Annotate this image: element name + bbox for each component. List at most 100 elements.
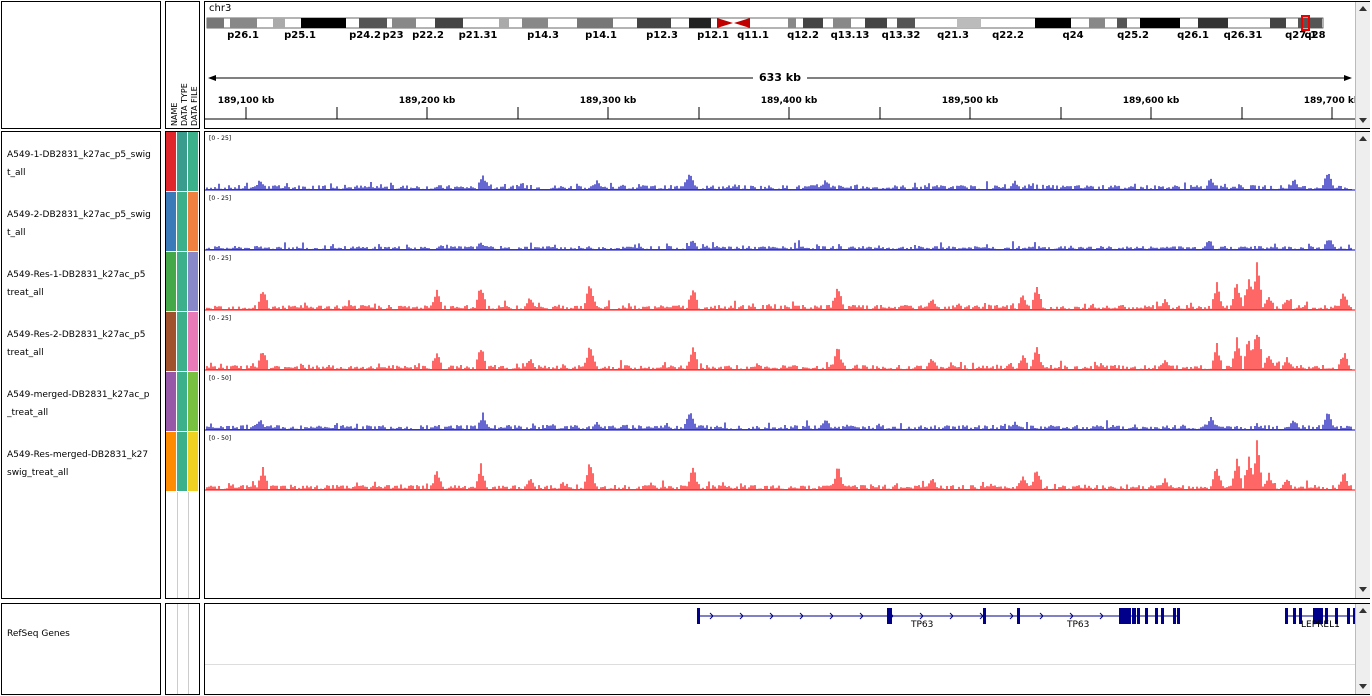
attribute-cell[interactable]	[177, 252, 187, 311]
data-panel[interactable]: [0 - 25] [0 - 25] [0 - 25] [0 - 25] [0 - 50]…	[204, 131, 1370, 599]
feature-name-panel[interactable]: RefSeq Genes	[1, 603, 161, 695]
exon	[1119, 608, 1123, 624]
ruler-label: 189,700 kb	[1304, 96, 1355, 106]
strand-arrow-icon	[1009, 612, 1014, 620]
attribute-cell[interactable]	[166, 252, 176, 311]
cytoband-label: q13.32	[882, 30, 921, 41]
exon	[697, 608, 700, 624]
cytoband	[499, 18, 509, 28]
attribute-cell[interactable]	[166, 132, 176, 191]
track-name-continued[interactable]: t_all	[7, 228, 26, 238]
cytoband	[1089, 18, 1105, 28]
track-name-continued[interactable]: _treat_all	[7, 408, 49, 418]
ruler-label: 189,400 kb	[761, 96, 818, 106]
attr-header-data-type[interactable]: DATA TYPE	[180, 83, 189, 126]
exon	[1145, 608, 1148, 624]
exon	[1353, 608, 1355, 624]
data-range-label: [0 - 25]	[209, 195, 232, 202]
chromosome-ideogram[interactable]: p26.1 p25.1 p24.2 p23 p22.2 p21.31 p14.3 p14.1 p…	[205, 2, 1355, 50]
attribute-cell[interactable]	[177, 432, 187, 491]
coordinate-ruler[interactable]: 189,100 kb 189,200 kb 189,300 kb 189,400 kb…	[205, 88, 1355, 128]
attribute-cell[interactable]	[166, 372, 176, 431]
strand-arrow-icon	[1039, 612, 1044, 620]
attribute-cell[interactable]	[177, 312, 187, 371]
attribute-cell[interactable]	[166, 192, 176, 251]
strand-arrow-icon	[1099, 612, 1104, 620]
attribute-cell[interactable]	[188, 192, 198, 251]
cytoband	[957, 18, 981, 28]
feature-scrollbar[interactable]	[1355, 604, 1370, 694]
coverage-bars	[206, 412, 1352, 430]
attr-header-data-file[interactable]: DATA FILE	[190, 86, 199, 126]
data-range-label: [0 - 25]	[209, 135, 232, 142]
data-range-label: [0 - 50]	[209, 375, 232, 382]
gene-label-tp63: TP63	[911, 620, 934, 630]
strand-arrow-icon	[979, 612, 984, 620]
exon	[1155, 608, 1158, 624]
track-name[interactable]: A549-Res-2-DB2831_k27ac_p5	[7, 330, 146, 340]
cytoband	[637, 18, 671, 28]
attribute-cell[interactable]	[188, 432, 198, 491]
attribute-cell[interactable]	[188, 312, 198, 371]
cytoband	[1035, 18, 1071, 28]
cytoband	[1198, 18, 1228, 28]
exon	[1299, 608, 1302, 624]
coverage-tracks[interactable]	[205, 132, 1355, 598]
cytoband	[689, 18, 711, 28]
feature-data-panel[interactable]: TP63 TP63 LEPREL1	[204, 603, 1370, 695]
strand-arrow-icon	[739, 612, 744, 620]
track-name-continued[interactable]: treat_all	[7, 348, 44, 358]
header-attribute-panel[interactable]: NAME DATA TYPE DATA FILE	[165, 1, 200, 129]
strand-arrow-icon	[709, 612, 714, 620]
track-name[interactable]: A549-1-DB2831_k27ac_p5_swig	[7, 150, 151, 160]
attribute-cell[interactable]	[166, 312, 176, 371]
cytoband-label: p12.3	[646, 30, 678, 41]
scroll-up-icon[interactable]	[1359, 608, 1367, 613]
cytoband	[803, 18, 823, 28]
track-name-panel[interactable]: A549-1-DB2831_k27ac_p5_swig t_all A549-2-D…	[1, 131, 161, 599]
ruler-label: 189,200 kb	[399, 96, 456, 106]
refseq-gene-track[interactable]	[205, 604, 1355, 664]
track-attribute-panel[interactable]	[165, 131, 200, 599]
data-scrollbar[interactable]	[1355, 132, 1370, 598]
exon	[1161, 608, 1164, 624]
exon	[1173, 608, 1176, 624]
cytoband	[1117, 18, 1127, 28]
scroll-down-icon[interactable]	[1359, 684, 1367, 689]
centromere-p	[717, 18, 733, 28]
header-scrollbar[interactable]	[1355, 2, 1370, 128]
track-name[interactable]: A549-2-DB2831_k27ac_p5_swig	[7, 210, 151, 220]
feature-attribute-panel	[165, 603, 200, 695]
cytoband	[301, 18, 346, 28]
cytoband-label: p23	[382, 30, 403, 41]
track-name-continued[interactable]: t_all	[7, 168, 26, 178]
span-left-arrow-icon	[208, 75, 216, 81]
strand-arrow-icon	[1069, 612, 1074, 620]
cytoband-label: q22.2	[992, 30, 1024, 41]
gene-label-leprel1: LEPREL1	[1301, 620, 1340, 630]
attribute-cell[interactable]	[188, 132, 198, 191]
scroll-up-icon[interactable]	[1359, 6, 1367, 11]
track-name-refseq[interactable]: RefSeq Genes	[7, 629, 70, 639]
attribute-cell[interactable]	[188, 252, 198, 311]
cytoband	[207, 18, 224, 28]
cytoband-label: q11.1	[737, 30, 769, 41]
track-name-continued[interactable]: treat_all	[7, 288, 44, 298]
scroll-down-icon[interactable]	[1359, 587, 1367, 592]
attribute-cell[interactable]	[166, 432, 176, 491]
track-name[interactable]: A549-merged-DB2831_k27ac_p	[7, 390, 150, 400]
track-name[interactable]: A549-Res-1-DB2831_k27ac_p5	[7, 270, 146, 280]
track-name-continued[interactable]: swig_treat_all	[7, 468, 69, 478]
scroll-up-icon[interactable]	[1359, 136, 1367, 141]
track-name[interactable]: A549-Res-merged-DB2831_k27	[7, 450, 149, 460]
attribute-cell[interactable]	[188, 372, 198, 431]
attribute-cell[interactable]	[177, 372, 187, 431]
attribute-cell[interactable]	[177, 132, 187, 191]
cytoband-label: p24.2	[349, 30, 381, 41]
exon	[1137, 608, 1140, 624]
cytoband-label: p21.31	[459, 30, 498, 41]
scroll-down-icon[interactable]	[1359, 118, 1367, 123]
attr-header-name[interactable]: NAME	[170, 102, 179, 126]
attribute-cell[interactable]	[177, 192, 187, 251]
cytoband-label: p12.1	[697, 30, 729, 41]
